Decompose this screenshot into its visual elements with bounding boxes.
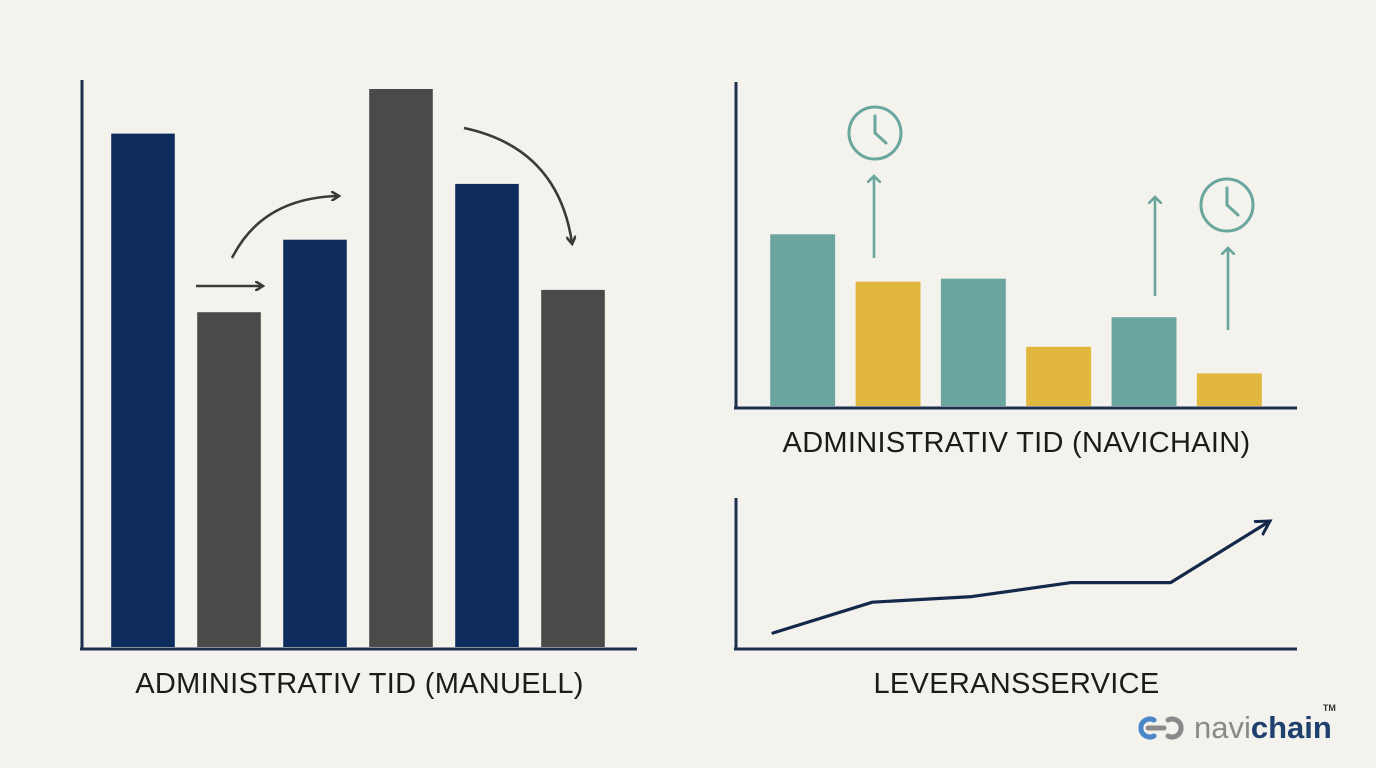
bars1-bar-5	[455, 183, 519, 647]
leveransservice-line	[771, 519, 1270, 635]
bars2-bar-1	[770, 234, 836, 406]
bars1-bar-3	[283, 239, 347, 647]
brand-prefix: navi	[1194, 710, 1251, 745]
chart1-bars	[111, 89, 605, 648]
clock-icon	[1199, 177, 1255, 233]
bars1-bar-6	[541, 289, 605, 647]
chart2-annotations	[847, 105, 1255, 330]
chart1-title: ADMINISTRATIV TID (MANUELL)	[135, 668, 584, 700]
clock-icon	[847, 105, 903, 161]
bars2-bar-6	[1196, 373, 1262, 406]
brand-suffix: chain	[1250, 710, 1332, 745]
bars1-bar-2	[197, 312, 261, 647]
chart2-title: ADMINISTRATIV TID (NAVICHAIN)	[782, 427, 1251, 459]
navichain-logo: navichain TM	[1134, 704, 1336, 745]
link-icon	[1138, 716, 1184, 739]
brand-wordmark: navichain TM	[1194, 704, 1336, 745]
bars1-bar-1	[111, 133, 175, 648]
bars1-bar-4	[369, 89, 433, 647]
curved-arrow-up	[230, 196, 338, 259]
bars2-bar-5	[1111, 317, 1177, 406]
trademark-mark: TM	[1322, 703, 1336, 713]
chart3-points	[772, 520, 1271, 634]
bars2-bar-3	[940, 278, 1006, 406]
bars2-bar-4	[1026, 346, 1092, 406]
chart3-title: LEVERANSSERVICE	[873, 668, 1160, 700]
curved-arrow-down	[463, 126, 572, 243]
chart1-annotations	[196, 126, 572, 286]
chart2-bars	[770, 234, 1262, 406]
bars2-bar-2	[855, 281, 921, 406]
